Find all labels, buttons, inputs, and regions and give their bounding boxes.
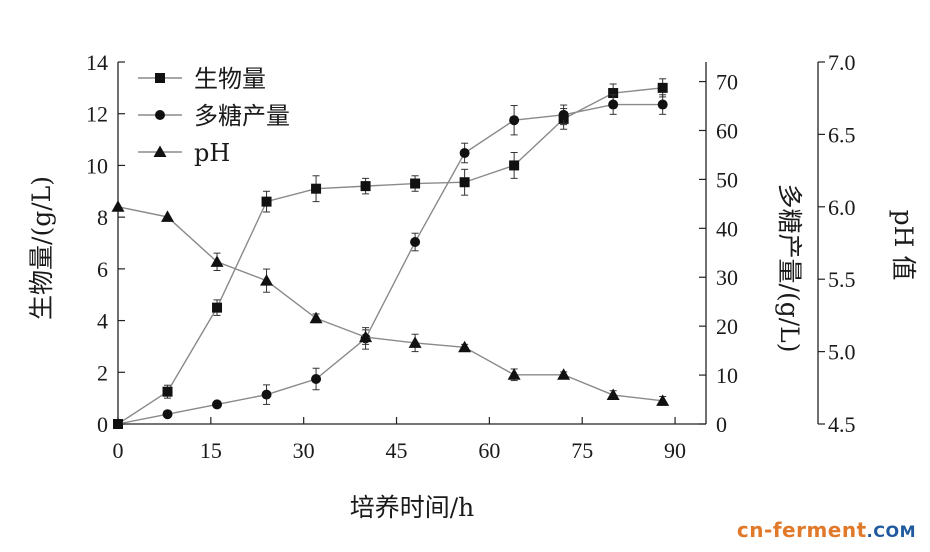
ph-tick-label: 5.5 [828,267,856,292]
ph-tick-label: 5.0 [828,340,856,365]
right-tick-label: 60 [716,118,738,143]
series-line-1 [117,103,663,425]
data-point-2 [458,340,472,353]
data-point-2 [309,311,323,324]
data-point-2 [210,255,224,267]
data-point-2 [111,200,125,212]
data-point-1 [608,99,619,110]
series-line-0 [117,87,663,425]
x-tick-label: 15 [200,438,222,463]
left-tick-label: 8 [97,205,108,230]
right-tick-label: 50 [716,167,738,192]
right-tick-label: 20 [716,314,738,339]
ph-tick-label: 4.5 [828,412,856,437]
data-point-2 [656,394,670,406]
data-point-0 [608,88,619,99]
x-tick-label: 30 [293,438,315,463]
data-point-1 [509,115,520,126]
data-point-1 [212,399,223,410]
left-tick-label: 10 [86,153,108,178]
right-axis-title: 多糖产量/(g/L) [775,184,804,353]
data-point-0 [410,178,421,189]
data-point-1 [558,109,569,120]
x-tick-label: 75 [571,438,593,463]
ph-tick-label: 7.0 [828,50,856,75]
right-tick-label: 10 [716,363,738,388]
left-tick-label: 12 [86,102,108,127]
left-axis-title: 生物量/(g/L) [27,176,56,320]
data-point-0 [360,181,371,192]
data-point-1 [311,373,322,384]
left-tick-label: 6 [97,257,108,282]
legend-marker [155,73,165,83]
data-point-1 [162,409,173,420]
x-tick-label: 45 [386,438,408,463]
x-tick-label: 60 [478,438,500,463]
ph-tick-label: 6.5 [828,122,856,147]
data-point-2 [161,210,175,222]
series-line-2 [117,206,663,402]
left-tick-label: 2 [97,360,108,385]
data-point-2 [260,274,274,286]
data-point-2 [557,368,571,380]
data-point-0 [657,82,668,93]
data-point-0 [212,302,223,313]
x-axis-title: 培养时间/h [350,493,475,522]
legend-marker [153,145,167,157]
data-point-0 [261,196,272,207]
watermark-logo: cn-ferment.COM [737,518,916,542]
legend-label: 多糖产量 [194,102,290,130]
legend-label: pH [194,139,230,167]
legend-marker [155,110,165,120]
data-point-2 [507,368,521,380]
data-point-0 [459,177,470,188]
data-point-2 [359,330,373,343]
right-tick-label: 30 [716,265,738,290]
watermark-text: cn-ferment [736,518,867,542]
right-tick-label: 0 [716,412,727,437]
data-point-0 [509,160,520,171]
data-point-1 [459,147,470,158]
x-tick-label: 90 [664,438,686,463]
ph-tick-label: 6.0 [828,195,856,220]
data-point-1 [113,419,123,429]
right-tick-label: 70 [716,70,738,95]
data-point-1 [410,237,421,248]
data-point-2 [606,388,620,401]
data-point-0 [162,386,173,397]
legend-label: 生物量 [194,65,266,93]
left-tick-label: 14 [86,50,108,75]
ph-axis-title: pH 值 [889,210,918,281]
data-point-0 [311,183,322,194]
data-point-2 [408,336,422,348]
x-tick-label: 0 [113,438,124,463]
data-point-1 [261,389,272,400]
left-tick-label: 4 [97,309,108,334]
left-tick-label: 0 [97,412,108,437]
data-point-1 [657,99,668,110]
watermark-domain: .COM [866,522,916,541]
right-tick-label: 40 [716,216,738,241]
